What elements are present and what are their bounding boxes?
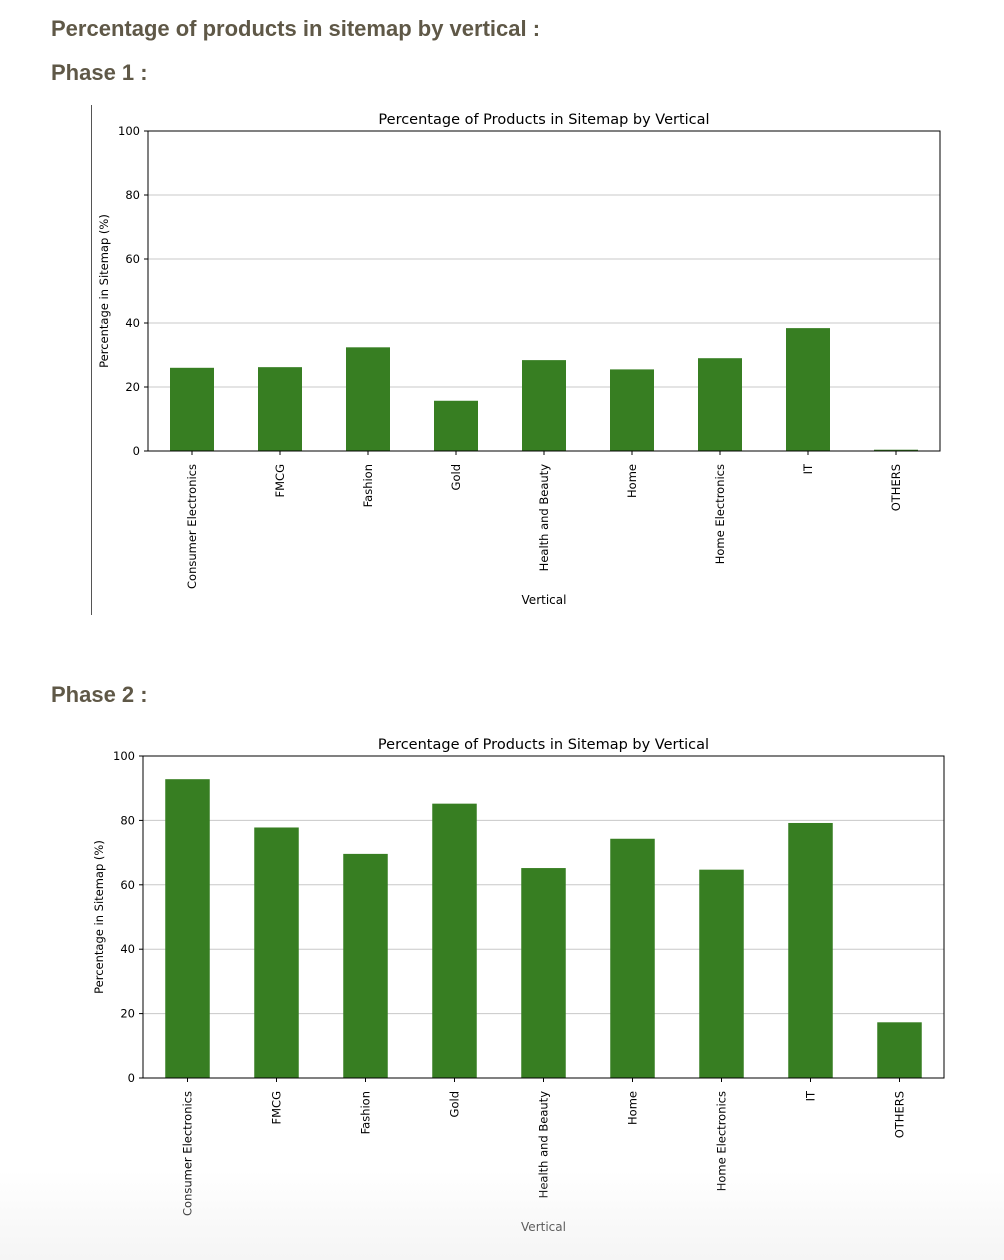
x-tick-label: Home Electronics [713, 464, 727, 564]
x-tick-label: Consumer Electronics [181, 1091, 195, 1216]
x-tick-label: Consumer Electronics [185, 464, 199, 589]
phase-1-heading: Phase 1 : [51, 60, 148, 85]
bar-others [874, 449, 918, 451]
y-tick-label: 0 [133, 444, 140, 458]
bar-gold [432, 803, 477, 1078]
y-tick-label: 20 [125, 380, 140, 394]
bar-fashion [346, 347, 390, 451]
x-tick-label: Home [626, 1091, 640, 1125]
y-tick-label: 80 [125, 188, 140, 202]
bar-it [788, 822, 833, 1078]
y-tick-label: 20 [120, 1007, 135, 1021]
x-tick-label: OTHERS [889, 464, 903, 511]
bar-health-and-beauty [521, 868, 566, 1078]
x-tick-label: IT [801, 463, 815, 474]
bar-consumer-electronics [170, 367, 214, 451]
y-axis-label: Percentage in Sitemap (%) [92, 840, 106, 994]
bar-fashion [343, 853, 388, 1078]
chart-phase-1: Percentage of Products in Sitemap by Ver… [97, 112, 941, 607]
chart-title: Percentage of Products in Sitemap by Ver… [378, 112, 709, 128]
x-tick-label: Home Electronics [715, 1091, 729, 1191]
y-tick-label: 100 [113, 749, 135, 763]
output-divider [91, 105, 92, 615]
chart-phase-2: Percentage of Products in Sitemap by Ver… [92, 737, 945, 1234]
x-tick-label: Health and Beauty [537, 464, 551, 572]
bar-it [786, 328, 830, 451]
x-tick-label: OTHERS [893, 1091, 907, 1138]
chart-title: Percentage of Products in Sitemap by Ver… [378, 737, 709, 753]
y-tick-label: 60 [125, 252, 140, 266]
bar-home-electronics [699, 869, 744, 1078]
x-tick-label: IT [804, 1090, 818, 1101]
bar-home-electronics [698, 358, 742, 451]
x-tick-label: FMCG [273, 464, 287, 497]
bar-health-and-beauty [522, 360, 566, 451]
x-tick-label: Fashion [359, 1091, 373, 1134]
x-axis-label: Vertical [521, 1220, 566, 1234]
bar-home [610, 838, 655, 1078]
y-tick-label: 0 [128, 1071, 135, 1085]
y-tick-label: 40 [125, 316, 140, 330]
x-tick-label: Fashion [361, 464, 375, 507]
x-tick-label: FMCG [270, 1091, 284, 1124]
bar-fmcg [258, 367, 302, 451]
x-tick-label: Health and Beauty [537, 1091, 551, 1199]
x-tick-label: Gold [449, 464, 463, 490]
y-tick-label: 100 [118, 124, 140, 138]
bar-others [877, 1022, 922, 1078]
y-axis-label: Percentage in Sitemap (%) [97, 214, 111, 368]
bar-consumer-electronics [165, 779, 210, 1078]
y-tick-label: 80 [120, 813, 135, 827]
x-tick-label: Home [625, 464, 639, 498]
y-tick-label: 60 [120, 878, 135, 892]
x-axis-label: Vertical [522, 593, 567, 607]
page-title: Percentage of products in sitemap by ver… [51, 16, 541, 41]
y-tick-label: 40 [120, 942, 135, 956]
bar-gold [434, 400, 478, 451]
phase-2-heading: Phase 2 : [51, 682, 148, 707]
bar-fmcg [254, 827, 299, 1078]
x-tick-label: Gold [448, 1091, 462, 1117]
bar-home [610, 369, 654, 451]
